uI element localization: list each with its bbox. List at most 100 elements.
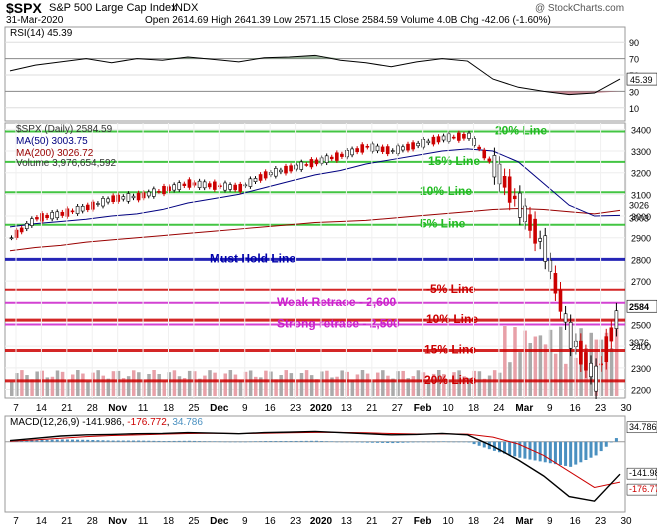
volume-bar — [559, 326, 563, 396]
volume-bar — [91, 372, 95, 396]
macd-hist-bar — [76, 439, 80, 442]
volume-bar — [172, 370, 177, 396]
volume-bar — [401, 370, 405, 396]
price-tick-label: 3100 — [631, 190, 651, 200]
macd-hist-bar — [81, 439, 85, 442]
macd-hist-bar — [472, 441, 476, 445]
macd-hist-bar — [569, 441, 573, 467]
macd-hist-bar — [243, 441, 247, 443]
x-axis-label-bottom: Feb — [414, 516, 432, 527]
macd-hist-bar — [553, 441, 557, 465]
macd-label: MACD(12,26,9) -141.986, -176.772, 34.786 — [10, 417, 203, 428]
x-axis-label-top: 16 — [265, 403, 277, 414]
candle-body — [573, 340, 578, 348]
volume-bar — [101, 375, 105, 396]
candle-body — [548, 260, 553, 272]
volume-bar — [304, 370, 309, 396]
macd-hist-bar — [198, 441, 202, 442]
annotation-label: -5% Line — [426, 282, 476, 296]
macd-hist-bar — [426, 441, 430, 443]
candle-body — [543, 235, 548, 262]
volume-bar — [15, 373, 19, 396]
x-axis-label-bottom: 24 — [493, 516, 505, 527]
macd-hist-bar — [132, 440, 135, 442]
volume-bar — [421, 372, 426, 396]
candle-body — [116, 194, 121, 202]
volume-bar — [35, 371, 39, 396]
x-axis-label-top: 10 — [443, 403, 455, 414]
volume-bar — [330, 377, 334, 396]
volume-bar — [177, 376, 182, 396]
candle-body — [411, 142, 415, 150]
macd-hist-bar — [320, 441, 324, 442]
candle-body — [202, 181, 207, 189]
volume-bar — [391, 378, 395, 396]
macd-hist-bar — [25, 440, 29, 442]
candle-body — [385, 146, 390, 155]
legend-ma50: MA(50) 3003.75 — [16, 136, 88, 147]
macd-hist-bar — [477, 441, 481, 446]
macd-hist-bar — [421, 441, 425, 443]
x-axis-label-bottom: 11 — [138, 516, 149, 527]
volume-bar — [513, 327, 517, 396]
candle-body — [141, 192, 146, 199]
index-name: S&P 500 Large Cap Index — [49, 2, 177, 14]
x-axis-label-top: 7 — [13, 403, 19, 414]
macd-hist-bar — [437, 441, 440, 443]
volume-bar — [187, 370, 192, 396]
x-axis-label-bottom: 18 — [163, 516, 175, 527]
candle-body — [131, 195, 136, 199]
candle-body — [589, 362, 593, 378]
macd-layer: 34.786 -141.986 -176.772 — [5, 421, 657, 502]
annotation-label: Must Hold Line — [210, 251, 296, 265]
candle-body — [441, 135, 446, 141]
x-axis-label-top: 23 — [290, 403, 302, 414]
macd-hist-bar — [289, 441, 293, 442]
x-axis-label-bottom: 13 — [341, 516, 353, 527]
candle-body — [340, 153, 344, 157]
candle-body — [518, 192, 522, 218]
legend-volume: Volume 3,976,654,592 — [16, 158, 117, 169]
volume-bar — [218, 381, 222, 396]
volume-bar — [289, 373, 294, 396]
volume-bar — [157, 374, 161, 396]
macd-hist-bar — [564, 441, 568, 466]
macd-hist-bar — [106, 440, 110, 442]
price-layer: 3400330032003100300029002800270026002500… — [5, 124, 657, 399]
candle-body — [121, 196, 126, 200]
x-axis-label-bottom: 30 — [620, 516, 632, 527]
macd-hist-bar — [40, 439, 44, 442]
annotation-label: Strong retrace - 2,500 — [277, 316, 400, 330]
x-axis-label-top: 18 — [163, 403, 175, 414]
macd-hist-bar — [559, 441, 562, 466]
volume-bar — [264, 370, 268, 396]
rsi-last-value-box — [626, 72, 657, 86]
macd-label-value: -141.986 — [82, 417, 122, 428]
x-axis-label-bottom: 23 — [595, 516, 607, 527]
watermark: @ StockCharts.com — [535, 3, 625, 14]
price-tick-label: 2200 — [631, 385, 651, 395]
x-axis-label-top: 9 — [547, 403, 553, 414]
volume-bar — [198, 378, 202, 396]
macd-hist-bar — [274, 441, 278, 442]
volume-bar — [213, 372, 217, 396]
volume-bar — [320, 371, 324, 396]
annotation-label: Weak Retrace - 2,600 — [277, 295, 397, 309]
candle-body — [390, 150, 395, 152]
candle-body — [243, 184, 248, 187]
volume-bar — [65, 380, 70, 396]
volume-bar — [193, 371, 197, 396]
macd-hist-bar — [584, 441, 588, 460]
candle-body — [350, 148, 354, 156]
macd-hist-bar — [467, 441, 471, 443]
volume-bar — [30, 379, 34, 396]
volume-bar — [116, 370, 121, 396]
volume-bar — [86, 381, 90, 396]
volume-bar — [406, 378, 410, 396]
x-axis-label-bottom: 21 — [366, 516, 378, 527]
macd-hist-bar — [126, 440, 130, 442]
candle-body — [299, 161, 304, 170]
macd-hist-bar — [508, 441, 512, 455]
candle-body — [14, 229, 19, 238]
